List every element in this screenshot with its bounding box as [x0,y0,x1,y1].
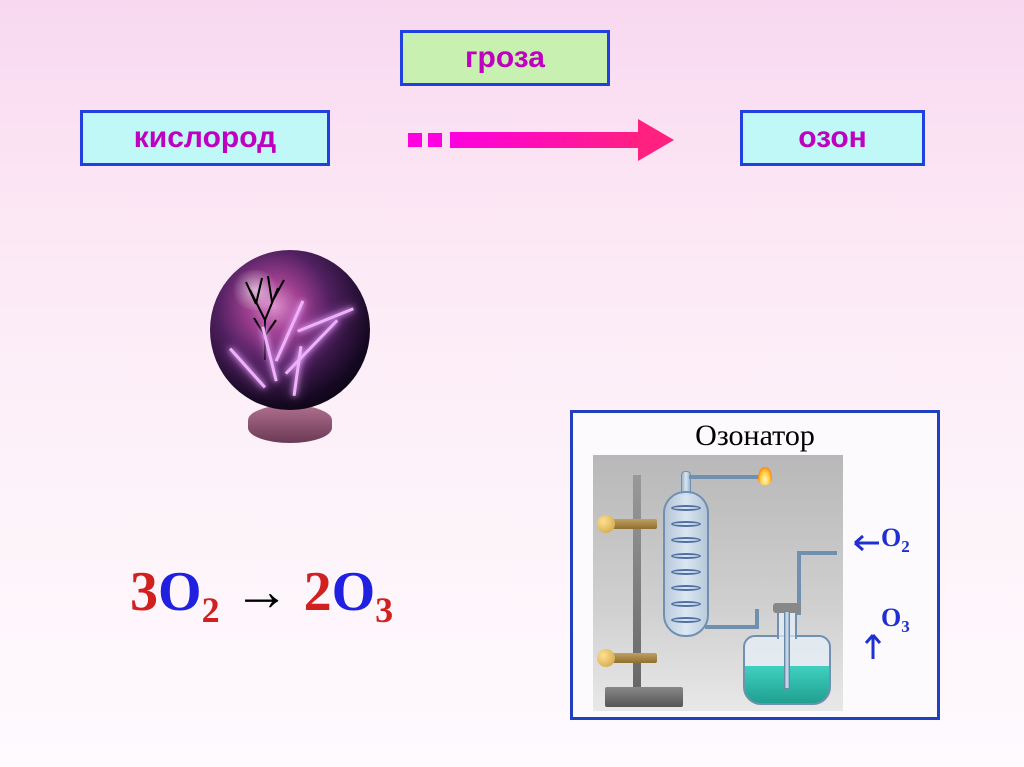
arrow-line [450,132,640,148]
flask [743,605,831,705]
clamp-upper [609,519,657,529]
clamp-knob-icon [597,649,615,667]
plasma-base [248,405,332,443]
oxygen-label: кислород [80,110,330,166]
o2-label: O2 [881,523,910,557]
eq-right-elem: О [332,561,376,623]
condenser-tube [663,491,709,637]
o3-label: O3 [881,603,910,637]
eq-right-coef: 2 [304,561,332,623]
flame-icon [758,467,772,485]
inlet-tube [797,551,837,555]
chemical-equation: 3О2 → 2О3 [130,560,393,631]
plasma-globe-icon [210,250,370,410]
plasma-ball-illustration [200,250,380,450]
o2-arrow-icon [849,531,879,555]
arrow-dot-icon [428,133,442,147]
eq-left-coef: 3 [130,561,158,623]
tube-spout [689,475,759,479]
o3-arrow-icon [861,629,885,659]
eq-right-sub: 3 [375,590,393,630]
clamp-knob-icon [597,515,615,533]
ozonator-title: Озонатор [573,419,937,453]
transform-arrow [390,125,680,155]
flask-inner-tube [784,611,790,689]
ozonator-diagram: Озонатор [570,410,940,720]
stand-base [605,687,683,707]
eq-left-elem: О [158,561,202,623]
thunderstorm-label: гроза [400,30,610,86]
ozone-label: озон [740,110,925,166]
clamp-lower [609,653,657,663]
arrow-dot-icon [408,133,422,147]
arrow-head-icon [638,119,674,161]
eq-left-sub: 2 [202,590,220,630]
eq-arrow-icon: → [234,561,290,623]
ozonator-scene [593,455,843,711]
